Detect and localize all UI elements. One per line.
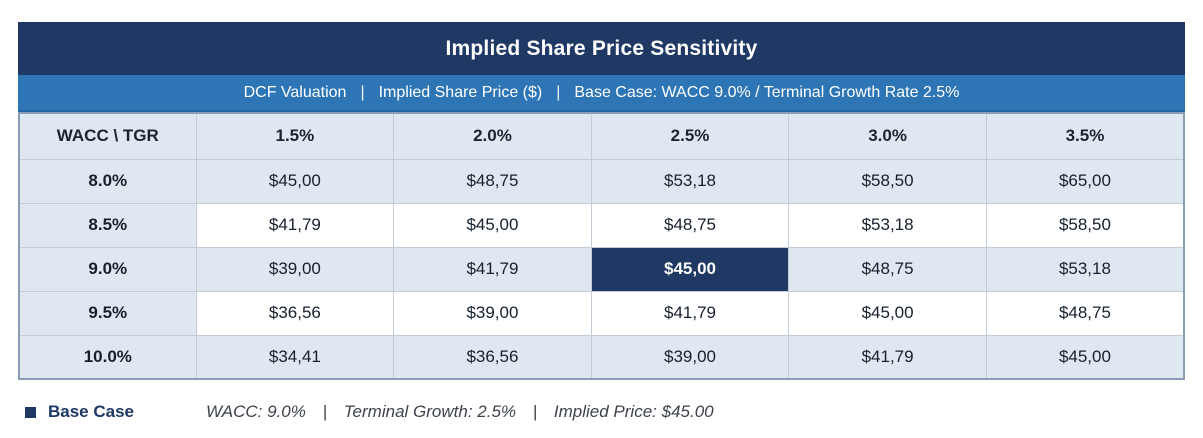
price-cell: $58,50 (788, 158, 987, 204)
footer-legend-row: Base Case WACC: 9.0% | Terminal Growth: … (18, 402, 1185, 422)
subtitle-separator: | (556, 83, 561, 101)
row-label-wacc: 10.0% (18, 334, 197, 380)
subtitle-part-3: Base Case: WACC 9.0% / Terminal Growth R… (574, 83, 960, 101)
price-cell: $48,75 (985, 290, 1185, 336)
price-cell: $39,00 (590, 334, 790, 380)
page-title: Implied Share Price Sensitivity (18, 22, 1185, 75)
price-cell: $34,41 (195, 334, 395, 380)
subtitle-separator: | (360, 83, 365, 101)
legend-label: Base Case (48, 402, 135, 421)
price-cell: $48,75 (393, 158, 592, 204)
price-cell: $58,50 (985, 202, 1185, 248)
row-label-wacc: 9.0% (18, 246, 197, 292)
price-cell: $39,00 (393, 290, 592, 336)
price-cell: $41,79 (393, 246, 592, 292)
price-cell: $53,18 (590, 158, 790, 204)
price-cell: $48,75 (590, 202, 790, 248)
price-cell: $53,18 (788, 202, 987, 248)
price-cell: $45,00 (393, 202, 592, 248)
desc-terminal-growth: Terminal Growth: 2.5% (343, 402, 517, 421)
desc-implied-price: Implied Price: $45.00 (553, 402, 714, 421)
row-label-wacc: 8.0% (18, 158, 197, 204)
table-row: 10.0% $34,41 $36,56 $39,00 $41,79 $45,00 (18, 334, 1185, 380)
price-cell: $36,56 (393, 334, 592, 380)
base-case-swatch-icon (25, 406, 36, 418)
price-cell: $45,00 (985, 334, 1185, 380)
table-header-row: WACC \ TGR 1.5% 2.0% 2.5% 3.0% 3.5% (18, 112, 1185, 160)
base-case-legend: Base Case (25, 402, 134, 422)
price-cell: $65,00 (985, 158, 1185, 204)
price-cell: $45,00 (195, 158, 395, 204)
base-case-highlight-cell: $45,00 (590, 246, 790, 292)
column-header-tgr-5: 3.5% (985, 112, 1185, 160)
row-label-wacc: 9.5% (18, 290, 197, 336)
subtitle-part-1: DCF Valuation (243, 83, 347, 101)
column-header-tgr-1: 1.5% (195, 112, 395, 160)
price-cell: $48,75 (788, 246, 987, 292)
column-header-tgr-3: 2.5% (590, 112, 790, 160)
table-row: 8.0% $45,00 $48,75 $53,18 $58,50 $65,00 (18, 158, 1185, 204)
desc-separator: | (532, 402, 538, 421)
price-cell: $39,00 (195, 246, 395, 292)
table-row: 8.5% $41,79 $45,00 $48,75 $53,18 $58,50 (18, 202, 1185, 248)
subtitle-bar: DCF Valuation | Implied Share Price ($) … (18, 75, 1185, 112)
sensitivity-card: Implied Share Price Sensitivity DCF Valu… (18, 22, 1185, 422)
desc-wacc: WACC: 9.0% (206, 402, 306, 421)
table-row-base-case: 9.0% $39,00 $41,79 $45,00 $48,75 $53,18 (18, 246, 1185, 292)
column-header-tgr-4: 3.0% (788, 112, 987, 160)
corner-header-cell: WACC \ TGR (18, 112, 197, 160)
price-cell: $41,79 (195, 202, 395, 248)
price-cell: $41,79 (590, 290, 790, 336)
base-case-description: WACC: 9.0% | Terminal Growth: 2.5% | Imp… (206, 402, 714, 422)
subtitle-part-2: Implied Share Price ($) (378, 83, 543, 101)
column-header-tgr-2: 2.0% (393, 112, 592, 160)
price-cell: $45,00 (788, 290, 987, 336)
price-cell: $41,79 (788, 334, 987, 380)
desc-separator: | (322, 402, 327, 421)
price-cell: $36,56 (195, 290, 395, 336)
sensitivity-table: WACC \ TGR 1.5% 2.0% 2.5% 3.0% 3.5% 8.0%… (18, 112, 1185, 380)
price-cell: $53,18 (985, 246, 1185, 292)
table-row: 9.5% $36,56 $39,00 $41,79 $45,00 $48,75 (18, 290, 1185, 336)
row-label-wacc: 8.5% (18, 202, 197, 248)
title-text: Implied Share Price Sensitivity (445, 36, 758, 60)
